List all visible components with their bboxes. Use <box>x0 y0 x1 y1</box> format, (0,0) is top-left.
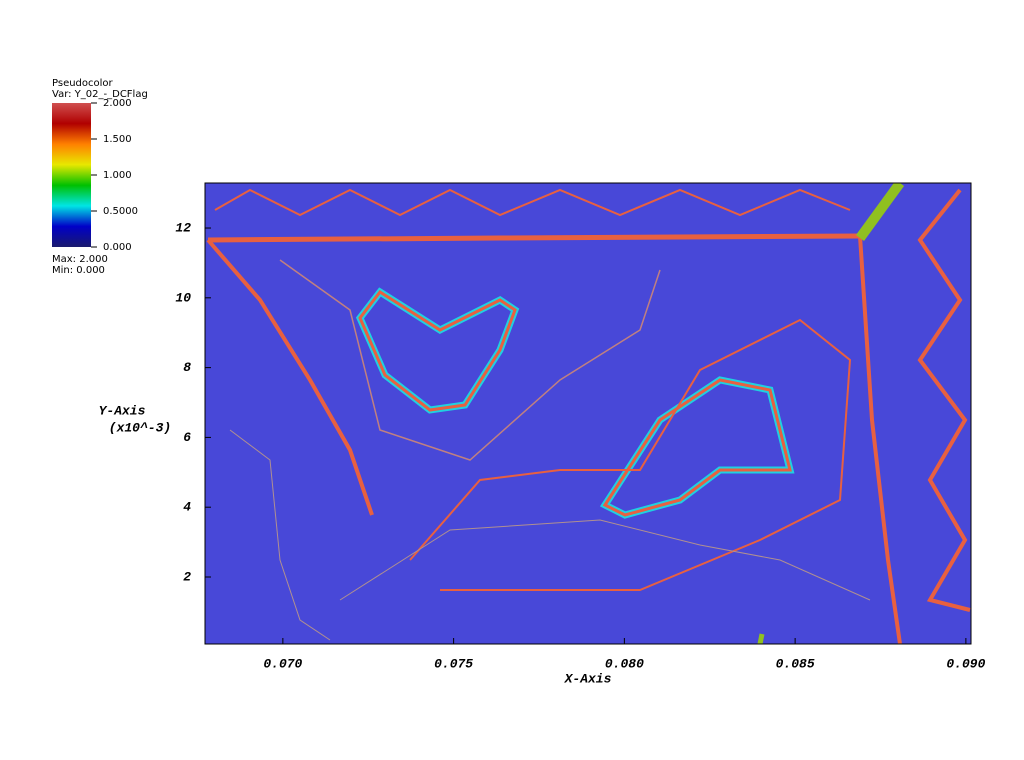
legend-variable: Var: Y_02_-_DCFlag <box>52 89 148 100</box>
contour <box>602 378 792 517</box>
contour <box>358 290 517 412</box>
x-tick-label: 0.090 <box>946 656 985 671</box>
y-tick-label: 10 <box>175 290 191 305</box>
colorbar-tick-label: 1.500 <box>103 134 132 145</box>
plot-frame <box>204 182 972 645</box>
x-tick-label: 0.080 <box>605 656 644 671</box>
y-axis-units: (x10^-3) <box>109 420 171 435</box>
contour <box>214 188 851 217</box>
contour <box>917 188 971 612</box>
contour <box>757 633 765 644</box>
y-axis-label: Y-Axis <box>99 403 146 418</box>
colorbar-tick-label: 1.000 <box>103 170 132 181</box>
y-tick-label: 6 <box>183 430 191 445</box>
colorbar-tick-label: 0.000 <box>103 242 132 253</box>
contour <box>279 259 661 461</box>
colorbar-tick-label: 0.5000 <box>103 206 138 217</box>
contour <box>207 233 861 243</box>
colorbar <box>52 103 91 247</box>
contour <box>409 318 852 591</box>
plot-area <box>205 183 971 644</box>
y-tick-label: 4 <box>183 500 191 515</box>
legend-min: Min: 0.000 <box>52 265 105 276</box>
x-tick-label: 0.070 <box>263 656 302 671</box>
contour <box>858 235 902 644</box>
y-tick-label: 12 <box>175 220 191 235</box>
contour <box>229 429 331 641</box>
contour <box>339 519 871 601</box>
field-contours <box>206 183 971 644</box>
x-tick-label: 0.075 <box>434 656 473 671</box>
colorbar-tick-label: 2.000 <box>103 98 132 109</box>
x-tick-label: 0.085 <box>776 656 815 671</box>
contour <box>855 183 905 241</box>
x-axis-label: X-Axis <box>564 671 612 686</box>
legend-max: Max: 2.000 <box>52 254 108 265</box>
legend-title: Pseudocolor <box>52 78 114 89</box>
y-tick-label: 2 <box>183 569 191 584</box>
y-tick-label: 8 <box>183 360 191 375</box>
contour <box>206 238 374 516</box>
